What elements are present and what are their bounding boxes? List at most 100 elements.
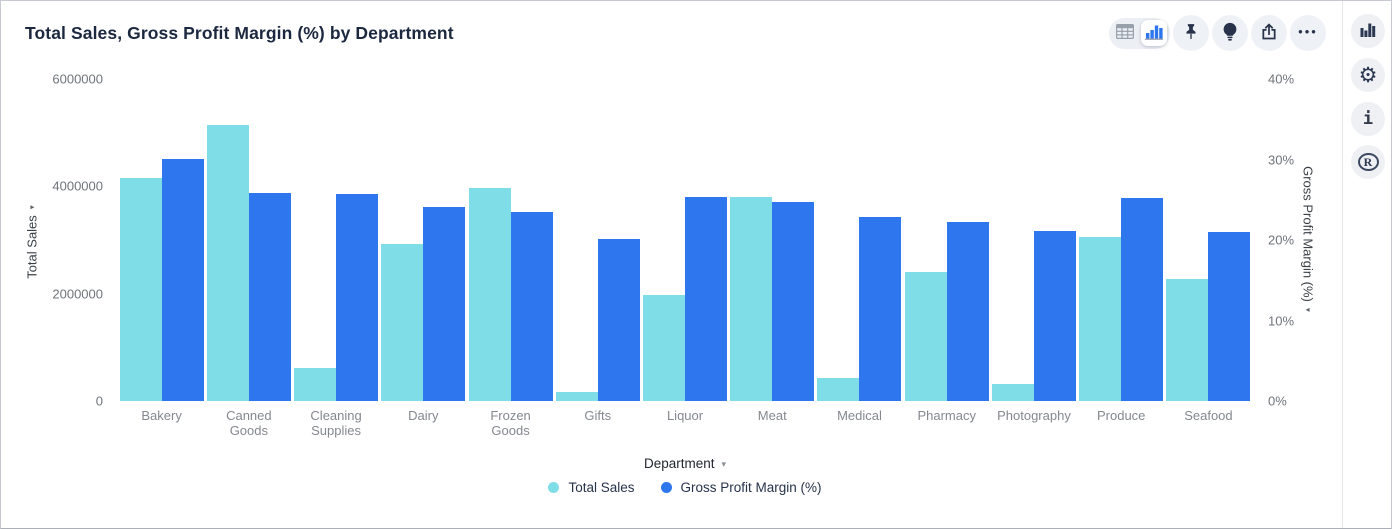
bar-total-sales[interactable] — [381, 243, 424, 401]
bar-gross-profit-margin[interactable] — [161, 158, 204, 401]
rail-r-logo-button[interactable]: R — [1351, 145, 1385, 179]
bar-total-sales[interactable] — [991, 383, 1034, 401]
rail-chart-button[interactable] — [1351, 14, 1385, 48]
axis-tick-label: 2000000 — [52, 286, 103, 302]
right-axis-title[interactable]: Gross Profit Margin (%) ▾ — [1300, 166, 1316, 312]
bar-gross-profit-margin[interactable] — [248, 193, 291, 401]
x-tick-label: Canned Goods — [226, 408, 272, 438]
bar-gross-profit-margin[interactable] — [772, 202, 815, 401]
left-axis-ticks: 0 2000000 4000000 6000000 — [1, 72, 103, 409]
bar-total-sales[interactable] — [643, 294, 686, 401]
bar-group — [118, 79, 205, 401]
info-icon: i — [1362, 109, 1374, 129]
chevron-down-icon: ▾ — [721, 459, 727, 469]
bar-group — [554, 79, 641, 401]
bar-group — [380, 79, 467, 401]
axis-tick-label: 4000000 — [52, 178, 103, 194]
bar-group — [1165, 79, 1252, 401]
chart-legend: Total Sales Gross Profit Margin (%) — [118, 480, 1252, 495]
axis-tick-label: 20% — [1268, 232, 1295, 248]
export-button[interactable] — [1251, 15, 1287, 51]
bar-total-sales[interactable] — [206, 124, 249, 401]
x-tick-label: Bakery — [141, 408, 182, 423]
bar-total-sales[interactable] — [555, 391, 598, 401]
ellipsis-icon: ••• — [1298, 23, 1318, 39]
bar-total-sales[interactable] — [468, 187, 511, 401]
bar-total-sales[interactable] — [817, 377, 860, 401]
bar-group — [1078, 79, 1165, 401]
pin-icon — [1181, 22, 1201, 45]
view-toggle — [1109, 17, 1170, 49]
sort-arrow-icon: ▾ — [1303, 307, 1313, 312]
bar-total-sales[interactable] — [119, 178, 162, 401]
left-axis-title[interactable]: Total Sales ▾ — [24, 205, 40, 279]
r-logo-icon: R — [1357, 153, 1379, 171]
x-axis-field-dropdown[interactable]: Department ▾ — [118, 456, 1252, 471]
x-tick-label: Liquor — [666, 408, 704, 423]
right-axis-ticks: 0% 10% 20% 30% 40% — [1268, 72, 1328, 409]
x-tick-label: Gifts — [584, 408, 612, 423]
chart-toolbar: ••• — [1109, 14, 1326, 52]
x-tick-label: Medical — [837, 408, 882, 423]
pin-button[interactable] — [1173, 15, 1209, 51]
rail-info-button[interactable]: i — [1351, 102, 1385, 136]
bar-total-sales[interactable] — [294, 368, 337, 401]
bar-gross-profit-margin[interactable] — [1033, 231, 1076, 401]
legend-item[interactable]: Gross Profit Margin (%) — [660, 480, 822, 495]
bar-gross-profit-margin[interactable] — [1208, 231, 1251, 401]
bar-group — [292, 79, 379, 401]
bar-chart-icon — [1360, 23, 1376, 40]
x-axis-field-label: Department — [643, 456, 715, 471]
sort-arrow-icon: ▾ — [27, 205, 37, 210]
axis-tick-label: 6000000 — [52, 71, 103, 87]
x-tick-label: Frozen Goods — [490, 408, 531, 438]
bar-total-sales[interactable] — [730, 197, 773, 401]
x-tick-label: Pharmacy — [917, 408, 976, 423]
x-tick-label: Produce — [1096, 408, 1146, 423]
bar-total-sales[interactable] — [1166, 279, 1209, 401]
axis-tick-label: 10% — [1268, 313, 1295, 328]
legend-item[interactable]: Total Sales — [548, 480, 635, 495]
chart-view-button[interactable] — [1141, 20, 1167, 46]
bar-group — [903, 79, 990, 401]
lightbulb-button[interactable] — [1212, 15, 1248, 51]
bar-gross-profit-margin[interactable] — [946, 222, 989, 401]
bar-gross-profit-margin[interactable] — [1121, 198, 1164, 401]
x-tick-label: Photography — [997, 408, 1071, 423]
legend-label: Gross Profit Margin (%) — [680, 480, 822, 495]
axis-tick-label: 30% — [1268, 152, 1295, 167]
rail-settings-button[interactable]: ⚙ — [1351, 58, 1385, 92]
legend-dot-icon — [660, 482, 672, 493]
gear-icon: ⚙ — [1358, 63, 1378, 87]
axis-tick-label: 40% — [1268, 71, 1295, 87]
x-tick-label: Seafood — [1184, 408, 1233, 423]
more-button[interactable]: ••• — [1290, 15, 1326, 51]
axis-tick-label: 0 — [95, 393, 103, 409]
bar-gross-profit-margin[interactable] — [336, 194, 379, 401]
x-axis-labels: Bakery Canned Goods Cleaning Supplies Dairy… — [118, 408, 1252, 438]
axis-tick-label: 0% — [1268, 393, 1287, 409]
bar-gross-profit-margin[interactable] — [685, 197, 728, 401]
bar-total-sales[interactable] — [904, 272, 947, 401]
x-tick-label: Meat — [757, 408, 787, 423]
bar-chart-icon — [1145, 24, 1163, 43]
bar-gross-profit-margin[interactable] — [423, 207, 466, 401]
bar-gross-profit-margin[interactable] — [597, 239, 640, 401]
page-title: Total Sales, Gross Profit Margin (%) by … — [25, 23, 454, 43]
bar-group — [467, 79, 554, 401]
bar-group — [205, 79, 292, 401]
legend-dot-icon — [548, 482, 560, 493]
table-grid-icon — [1115, 23, 1135, 42]
bar-total-sales[interactable] — [1079, 236, 1122, 401]
bar-gross-profit-margin[interactable] — [859, 216, 902, 401]
bar-group — [816, 79, 903, 401]
x-tick-label: Dairy — [408, 408, 439, 423]
plot-area — [118, 79, 1252, 401]
table-view-button[interactable] — [1112, 20, 1138, 46]
bar-gross-profit-margin[interactable] — [510, 211, 553, 401]
bar-group — [729, 79, 816, 401]
lightbulb-icon — [1220, 21, 1240, 45]
bar-group — [641, 79, 728, 401]
x-tick-label: Cleaning Supplies — [310, 408, 362, 438]
